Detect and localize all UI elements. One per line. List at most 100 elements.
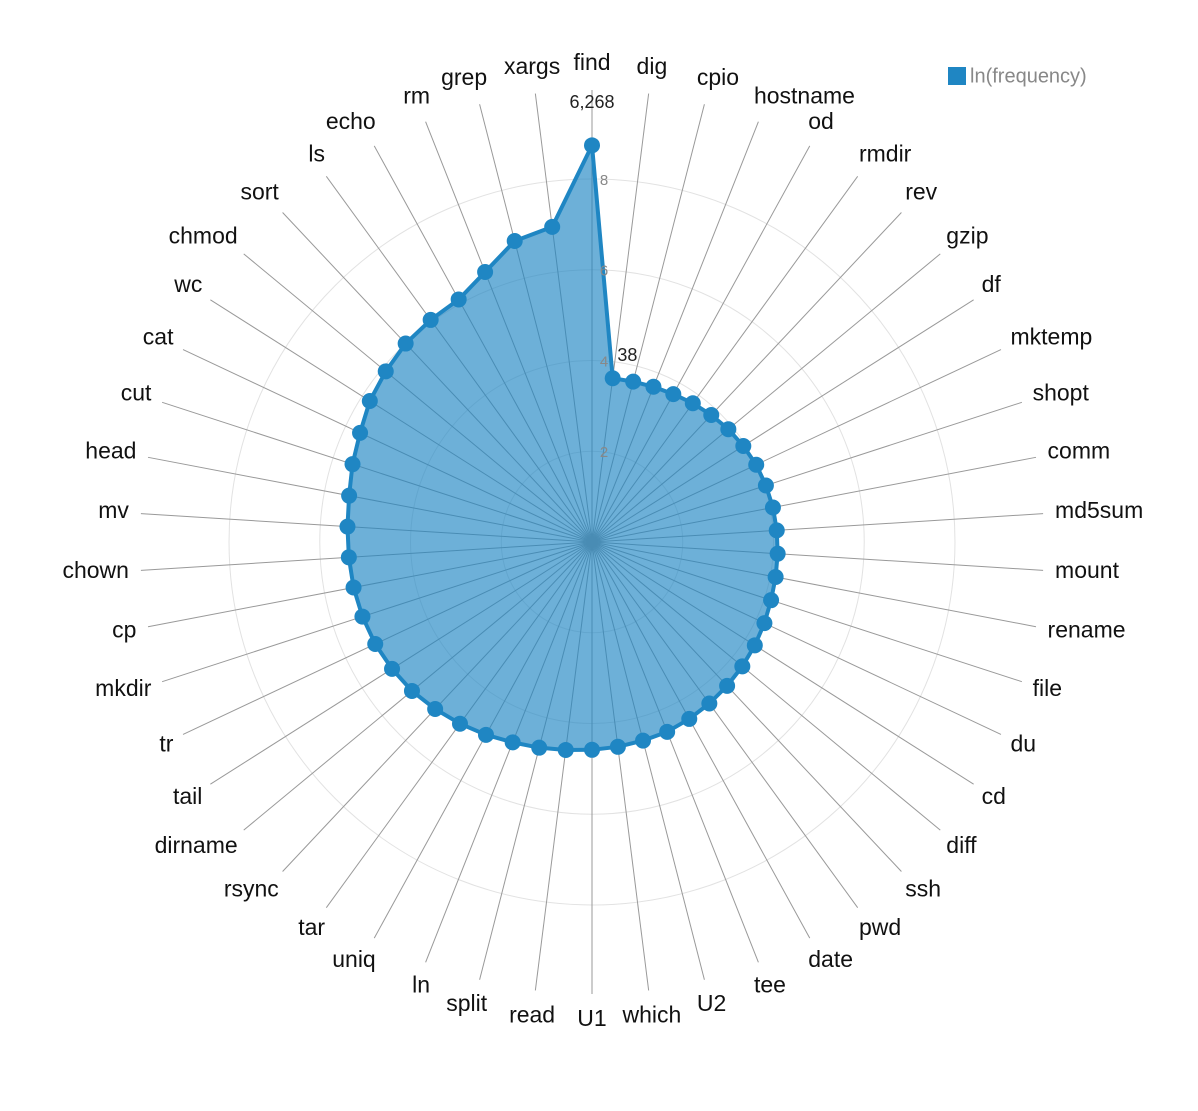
data-point: [557, 741, 574, 758]
category-label: cat: [143, 324, 174, 350]
data-point: [681, 710, 698, 727]
category-label: ln: [412, 972, 430, 998]
data-point: [361, 392, 378, 409]
category-label: cp: [112, 617, 136, 643]
category-label: mv: [98, 497, 129, 523]
data-point: [635, 732, 652, 749]
category-label: tr: [159, 731, 173, 757]
data-area: [339, 137, 786, 758]
data-point: [735, 437, 752, 454]
data-point: [477, 726, 494, 743]
data-point: [367, 636, 384, 653]
data-point: [584, 137, 600, 154]
data-point: [757, 477, 774, 494]
data-point: [609, 738, 626, 755]
category-label: chmod: [169, 222, 238, 248]
category-label: chown: [62, 557, 128, 583]
category-label: md5sum: [1055, 497, 1143, 523]
data-point: [659, 723, 676, 740]
data-point: [427, 701, 444, 718]
legend-swatch: [948, 67, 966, 85]
category-label: pwd: [859, 914, 901, 940]
category-label: du: [1011, 731, 1037, 757]
category-label: comm: [1048, 438, 1111, 464]
category-label: find: [573, 49, 610, 75]
data-point: [684, 395, 701, 412]
data-point: [703, 406, 720, 423]
data-point: [341, 487, 358, 504]
value-label: 38: [617, 345, 637, 365]
data-point: [768, 522, 785, 539]
category-label: wc: [173, 271, 202, 297]
data-point: [340, 549, 357, 566]
category-label: dirname: [155, 832, 238, 858]
data-point: [584, 741, 600, 758]
category-label: cut: [121, 379, 152, 405]
data-point: [764, 499, 781, 516]
r-tick-label: 6: [600, 263, 608, 280]
data-point: [384, 660, 401, 677]
category-label: sort: [240, 179, 279, 205]
legend-label: ln(frequency): [970, 65, 1087, 87]
category-label: mkdir: [95, 675, 152, 701]
data-point: [397, 335, 414, 352]
r-tick-label: 4: [600, 353, 608, 370]
category-label: od: [808, 108, 834, 134]
data-point: [645, 378, 662, 395]
data-point: [352, 424, 369, 441]
category-label: which: [622, 1001, 682, 1027]
category-label: shopt: [1033, 379, 1090, 405]
data-point: [354, 608, 371, 625]
data-point: [756, 615, 773, 632]
category-label: rename: [1048, 617, 1126, 643]
category-label: cd: [982, 783, 1006, 809]
data-point: [763, 592, 780, 609]
data-point: [339, 518, 356, 535]
category-label: dig: [637, 53, 668, 79]
value-label: 6,268: [569, 92, 614, 112]
category-label: ssh: [905, 876, 941, 902]
category-label: U1: [577, 1005, 606, 1031]
category-label: uniq: [332, 946, 375, 972]
r-tick-label: 8: [600, 172, 608, 189]
data-point: [604, 370, 621, 387]
category-label: rsync: [224, 876, 279, 902]
category-label: read: [509, 1001, 555, 1027]
category-label: tar: [298, 914, 325, 940]
category-label: gzip: [946, 222, 988, 248]
data-point: [665, 386, 682, 403]
data-point: [748, 456, 765, 473]
data-point: [422, 311, 439, 328]
category-label: ls: [308, 140, 325, 166]
category-label: cpio: [697, 64, 739, 90]
data-point: [477, 264, 494, 281]
category-label: rm: [403, 83, 430, 109]
data-point: [701, 695, 718, 712]
category-label: rev: [905, 179, 937, 205]
category-label: date: [808, 946, 853, 972]
category-label: U2: [697, 990, 726, 1016]
category-label: mktemp: [1011, 324, 1093, 350]
data-point: [720, 421, 737, 438]
category-label: tail: [173, 783, 202, 809]
data-point: [531, 739, 548, 756]
data-point: [403, 682, 420, 699]
data-point: [625, 373, 642, 390]
category-label: hostname: [754, 83, 855, 109]
r-tick-label: 2: [600, 444, 608, 461]
category-label: rmdir: [859, 140, 912, 166]
data-point: [450, 291, 467, 308]
category-label: tee: [754, 972, 786, 998]
category-label: head: [85, 438, 136, 464]
data-point: [767, 569, 784, 586]
data-point: [345, 579, 362, 596]
data-point: [504, 734, 521, 751]
category-label: echo: [326, 108, 376, 134]
data-point: [746, 637, 763, 654]
data-point: [344, 456, 361, 473]
category-label: mount: [1055, 557, 1120, 583]
category-label: df: [982, 271, 1002, 297]
category-label: split: [446, 990, 488, 1016]
